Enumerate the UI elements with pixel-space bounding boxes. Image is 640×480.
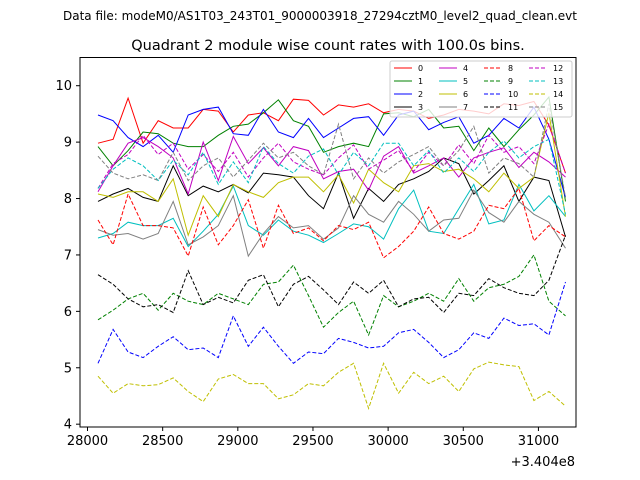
legend-label-2: 2 <box>418 90 423 99</box>
series-line-13 <box>97 138 566 215</box>
data-file-label: Data file: modeM0/AS1T03_243T01_90000039… <box>63 9 577 23</box>
legend-label-5: 5 <box>463 77 468 86</box>
x-axis: 28000 28500 29000 29500 30000 30500 31000 <box>67 427 559 449</box>
series-line-15 <box>97 103 566 198</box>
y-tick-label: 9 <box>64 136 72 151</box>
legend-label-11: 11 <box>508 103 518 112</box>
series-line-8 <box>97 187 566 259</box>
chart-title: Quadrant 2 module wise count rates with … <box>131 38 525 54</box>
series-layer <box>97 95 566 410</box>
legend-label-6: 6 <box>463 90 468 99</box>
y-tick-label: 5 <box>64 361 72 376</box>
legend-label-13: 13 <box>553 77 563 86</box>
legend-label-4: 4 <box>463 64 468 73</box>
legend-label-1: 1 <box>418 77 423 86</box>
y-tick-label: 10 <box>55 79 72 94</box>
legend-box <box>389 60 573 118</box>
y-axis: 4 5 6 7 8 9 10 <box>55 79 80 433</box>
legend-label-15: 15 <box>553 103 563 112</box>
x-tick-label: 31000 <box>518 434 559 449</box>
plot-area <box>80 57 576 427</box>
x-tick-label: 28000 <box>67 434 108 449</box>
plot-frame <box>79 57 577 428</box>
series-line-5 <box>97 183 566 248</box>
series-line-12 <box>97 122 566 189</box>
x-tick-label: 30500 <box>443 434 484 449</box>
series-line-14 <box>97 361 566 410</box>
x-tick-label: 29000 <box>217 434 258 449</box>
series-line-3 <box>97 157 566 238</box>
y-tick-label: 4 <box>64 418 72 433</box>
legend-label-12: 12 <box>553 64 563 73</box>
legend-label-8: 8 <box>508 64 513 73</box>
legend-label-3: 3 <box>418 103 423 112</box>
legend-label-9: 9 <box>508 77 513 86</box>
series-line-6 <box>97 112 566 237</box>
x-tick-label: 29500 <box>292 434 333 449</box>
series-line-2 <box>97 106 566 198</box>
x-tick-label: 30000 <box>367 434 408 449</box>
series-line-9 <box>97 253 566 337</box>
legend-label-0: 0 <box>418 64 423 73</box>
series-line-11 <box>97 235 566 314</box>
series-line-10 <box>97 281 566 364</box>
legend-label-14: 14 <box>553 90 563 99</box>
x-tick-label: 28500 <box>142 434 183 449</box>
legend-label-10: 10 <box>508 90 518 99</box>
x-offset-label: +3.404e8 <box>511 455 575 470</box>
y-tick-label: 6 <box>64 305 72 320</box>
series-line-4 <box>97 135 566 196</box>
legend-label-7: 7 <box>463 103 468 112</box>
y-tick-label: 8 <box>64 192 72 207</box>
y-tick-label: 7 <box>64 248 72 263</box>
